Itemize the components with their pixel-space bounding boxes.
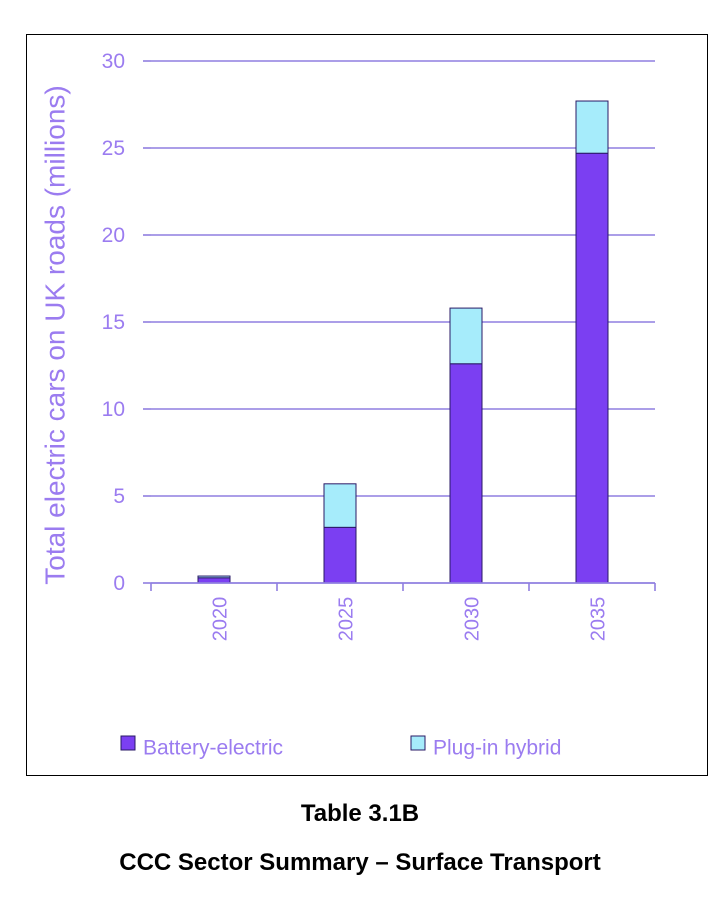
y-tick-label: 5	[113, 485, 125, 508]
bar-plug-in-hybrid-2025	[323, 483, 357, 528]
x-tick-label-2020: 2020	[209, 597, 231, 642]
bar-plug-in-hybrid-2020	[197, 575, 231, 579]
legend: Battery-electric Plug-in hybrid	[120, 735, 561, 760]
y-axis-title: Total electric cars on UK roads (million…	[39, 85, 70, 585]
caption-title: Table 3.1B	[300, 800, 420, 827]
bars	[197, 100, 609, 584]
bar-battery-electric-2030	[449, 363, 483, 584]
x-tick-labels: 2020 2025 2030 2035	[209, 597, 609, 642]
x-tick-label-2025: 2025	[335, 597, 357, 642]
y-tick-label: 0	[113, 572, 125, 595]
y-tick-label: 25	[102, 137, 125, 160]
bar-plug-in-hybrid-2035	[575, 100, 609, 154]
y-tick-label: 10	[102, 398, 125, 421]
y-tick-labels: 0 5 10 15 20 25 30	[102, 50, 125, 595]
legend-label-plug-in-hybrid: Plug-in hybrid	[433, 737, 561, 760]
y-tick-label: 15	[102, 311, 125, 334]
x-tick-label-2030: 2030	[461, 597, 483, 642]
bar-battery-electric-2035	[575, 152, 609, 584]
y-tick-label: 20	[102, 224, 125, 247]
y-tick-label: 30	[102, 50, 125, 73]
caption-subtitle: CCC Sector Summary – Surface Transport	[119, 849, 601, 876]
legend-swatch-battery-electric	[120, 735, 136, 751]
bar-battery-electric-2025	[323, 526, 357, 584]
chart-frame: 0 5 10 15 20 25 30 2020 2025 2030 2035 Total elec…	[26, 34, 708, 776]
legend-swatch-plug-in-hybrid	[410, 735, 426, 751]
bar-plug-in-hybrid-2030	[449, 307, 483, 365]
gridlines	[143, 60, 656, 591]
x-tick-label-2035: 2035	[587, 597, 609, 642]
legend-label-battery-electric: Battery-electric	[143, 737, 283, 760]
